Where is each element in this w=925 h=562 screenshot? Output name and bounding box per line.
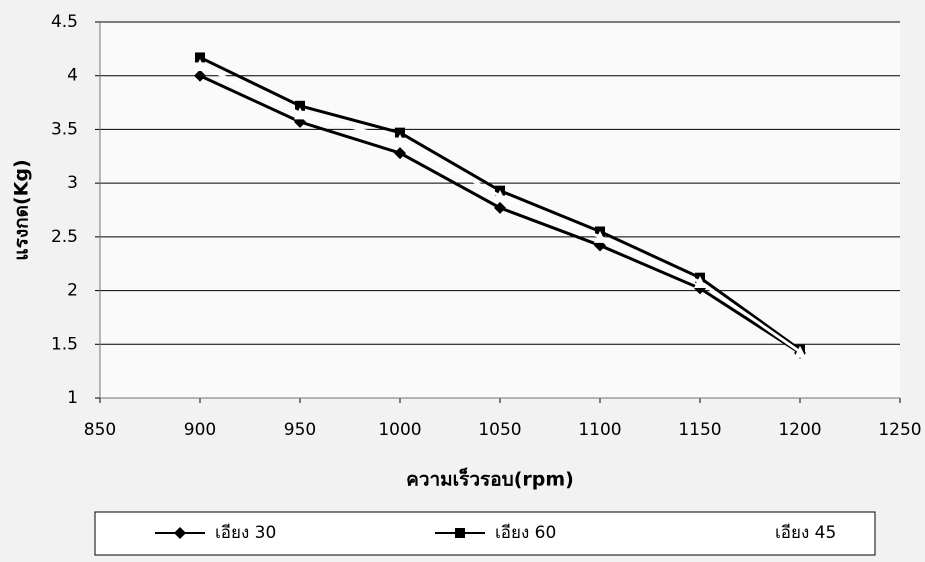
- marker: [174, 527, 186, 539]
- y-tick-label: 1.5: [51, 334, 78, 354]
- y-axis-title: แรงกด(Kg): [11, 159, 33, 260]
- y-tick-label: 3.5: [51, 119, 78, 139]
- y-tick-label: 3: [67, 173, 78, 193]
- y-tick-label: 2.5: [51, 227, 78, 247]
- y-tick-label: 4.5: [51, 12, 78, 32]
- x-tick-label: 1150: [678, 420, 721, 440]
- x-tick-label: 1100: [578, 420, 621, 440]
- marker: [455, 528, 465, 538]
- marker: [594, 230, 606, 243]
- marker: [394, 147, 406, 160]
- y-tick-label: 1: [67, 388, 78, 408]
- x-tick-label: 900: [184, 420, 216, 440]
- x-tick-label: 1050: [478, 420, 521, 440]
- marker: [494, 190, 506, 203]
- x-tick-label: 1250: [878, 420, 921, 440]
- x-tick-label: 1200: [778, 420, 821, 440]
- marker: [694, 275, 706, 288]
- marker: [194, 69, 206, 82]
- marker: [195, 52, 205, 63]
- marker: [394, 134, 406, 147]
- marker: [734, 527, 746, 539]
- legend-label: เอียง 60: [495, 523, 556, 543]
- marker: [194, 58, 206, 71]
- legend-label: เอียง 45: [775, 523, 836, 543]
- y-tick-label: 2: [67, 281, 78, 301]
- legend-label: เอียง 30: [215, 523, 276, 543]
- marker: [494, 201, 506, 214]
- marker: [294, 107, 306, 120]
- marker: [794, 345, 806, 358]
- x-tick-label: 850: [84, 420, 116, 440]
- y-tick-label: 4: [67, 66, 78, 86]
- x-tick-label: 1000: [378, 420, 421, 440]
- marker: [395, 127, 405, 138]
- x-axis-title: ความเร็วรอบ(rpm): [406, 467, 574, 491]
- marker: [295, 100, 305, 111]
- x-tick-label: 950: [284, 420, 316, 440]
